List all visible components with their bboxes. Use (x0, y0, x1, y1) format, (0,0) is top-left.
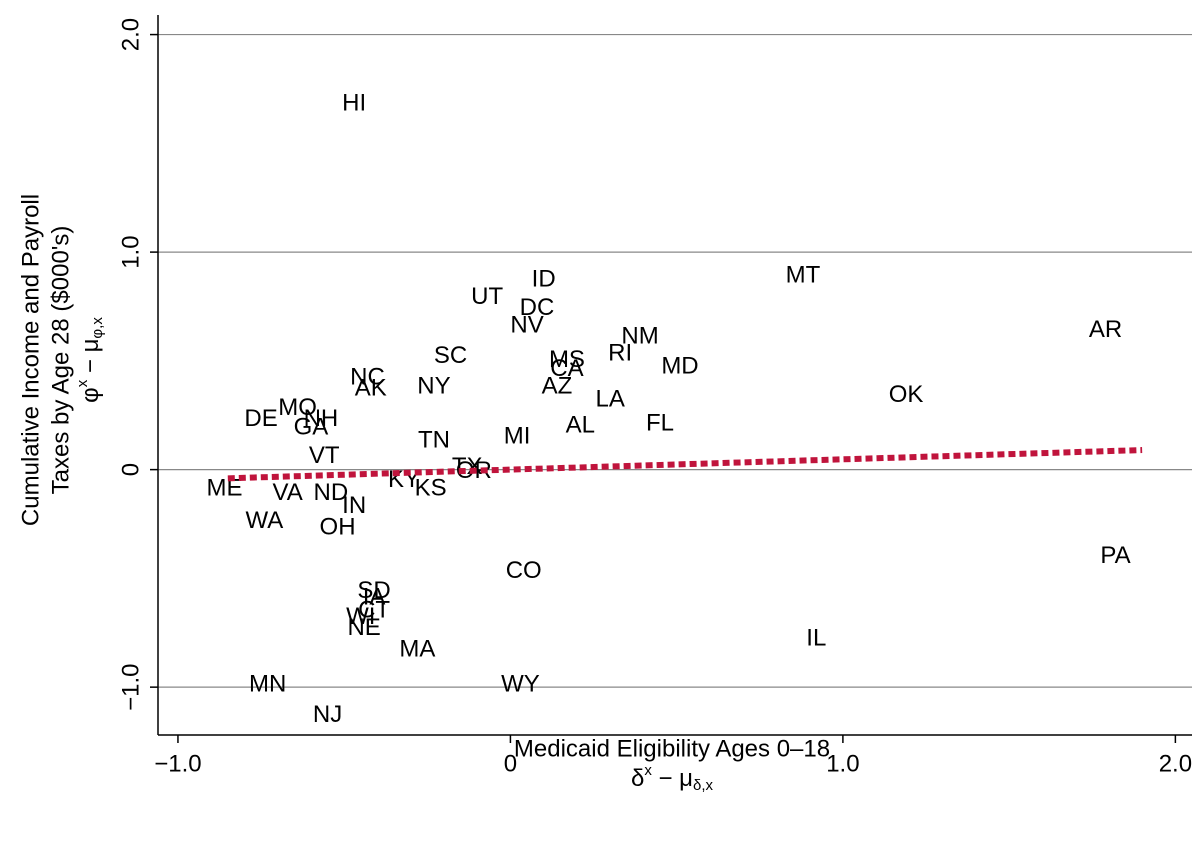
point-label: WY (501, 670, 540, 697)
y-axis-label: Cumulative Income and Payroll (17, 194, 44, 526)
point-label: IL (806, 625, 826, 652)
y-tick-label: 2.0 (117, 18, 144, 51)
math-part: φ (77, 387, 104, 403)
point-label: TX (452, 453, 483, 480)
point-label: NJ (313, 701, 342, 728)
point-label: PA (1100, 542, 1130, 569)
point-label: NV (510, 311, 543, 338)
x-tick-label: 2.0 (1159, 750, 1192, 777)
point-label: SC (434, 342, 467, 369)
y-tick-label: −1.0 (117, 663, 144, 710)
point-label: MO (278, 394, 317, 421)
math-part: φ,x (89, 317, 106, 339)
point-label: IA (363, 583, 386, 610)
point-label: TN (418, 427, 450, 454)
point-label: MA (399, 636, 435, 663)
point-label: SD (357, 577, 390, 604)
axis-math-label: φx − μφ,x (74, 317, 106, 403)
point-label: NY (417, 372, 450, 399)
point-label: CO (506, 557, 542, 584)
point-label: HI (342, 90, 366, 117)
point-label: ME (206, 475, 242, 502)
point-label: AR (1089, 316, 1122, 343)
point-label: FL (646, 409, 674, 436)
point-label: CA (550, 355, 583, 382)
axis-math-label: δx − μδ,x (631, 762, 714, 794)
point-label: MN (249, 670, 286, 697)
point-label: RI (608, 340, 632, 367)
math-part: x (74, 379, 91, 387)
math-part: δ,x (693, 777, 714, 794)
point-label: MD (661, 353, 698, 380)
point-label: NH (304, 405, 339, 432)
point-label: NC (350, 364, 385, 391)
x-axis-label: Medicaid Eligibility Ages 0–18 (514, 735, 830, 762)
point-label: ID (532, 266, 556, 293)
math-part: − μ (77, 339, 104, 380)
point-label: DC (520, 294, 555, 321)
point-label: NM (621, 322, 658, 349)
fit-line (227, 447, 1143, 482)
y-axis-label: Taxes by Age 28 ($000's) (47, 226, 74, 495)
point-label: DE (244, 405, 277, 432)
math-part: x (644, 762, 652, 779)
point-label: KS (415, 475, 447, 502)
math-part: δ (631, 765, 644, 792)
x-tick-label: 0 (504, 750, 517, 777)
point-label: AK (355, 374, 387, 401)
point-label: WA (246, 507, 284, 534)
point-label: MT (786, 261, 821, 288)
point-label: GA (294, 414, 329, 441)
point-label: VA (273, 479, 303, 506)
point-label: AL (566, 411, 595, 438)
point-label: CT (358, 596, 390, 623)
y-tick-label: 1.0 (117, 235, 144, 268)
point-label: VT (309, 442, 340, 469)
point-label: MS (549, 346, 585, 373)
math-part: − μ (652, 765, 693, 792)
point-label: LA (595, 385, 624, 412)
point-label: AZ (542, 372, 573, 399)
point-label: IN (342, 492, 366, 519)
point-label: OK (889, 381, 924, 408)
x-tick-label: −1.0 (154, 750, 201, 777)
y-tick-label: 0 (117, 463, 144, 476)
point-label: OH (320, 514, 356, 541)
x-tick-label: 1.0 (826, 750, 859, 777)
point-label: UT (471, 283, 503, 310)
point-label: WI (346, 603, 375, 630)
point-label: MI (504, 422, 531, 449)
point-label: ND (314, 479, 349, 506)
point-label: NE (347, 614, 380, 641)
